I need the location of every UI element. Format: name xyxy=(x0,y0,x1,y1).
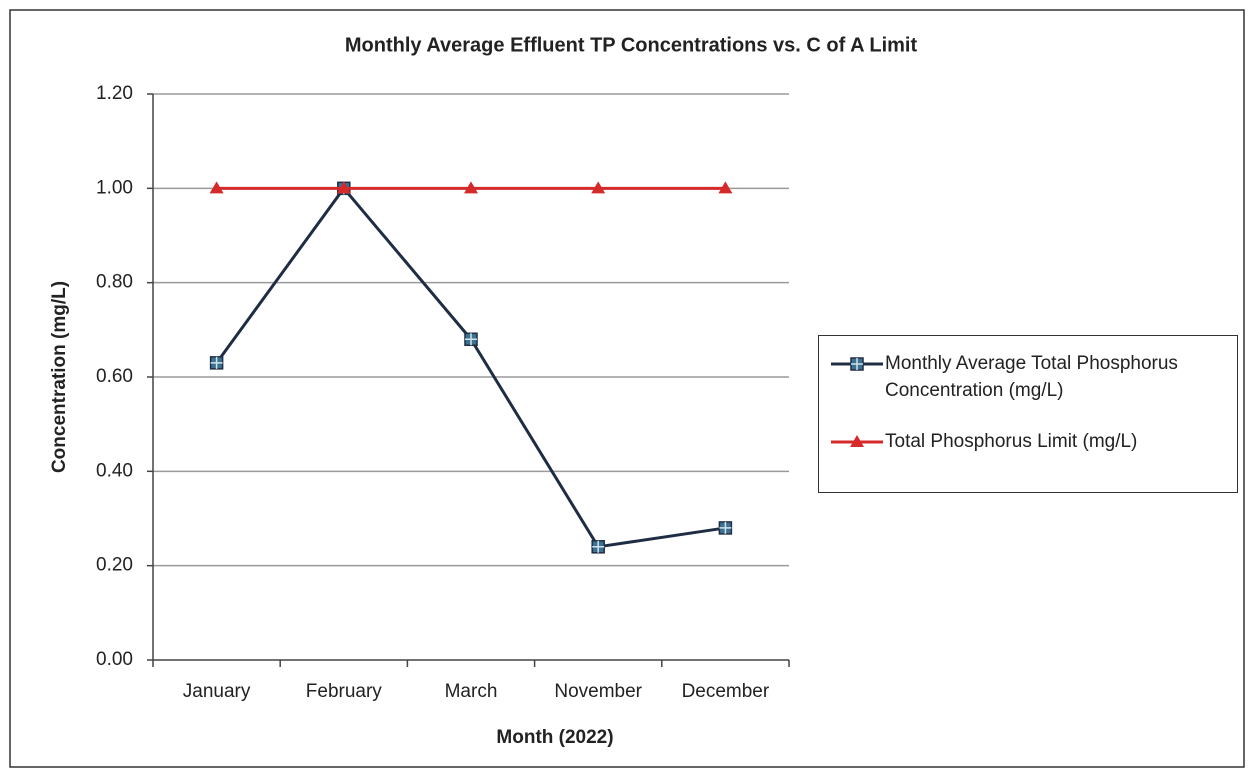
point-cross xyxy=(210,356,223,369)
point xyxy=(336,181,351,194)
legend-entry: Total Phosphorus Limit (mg/L) xyxy=(829,428,1230,455)
point xyxy=(591,181,606,194)
legend-label: Monthly Average Total Phosphorus Concent… xyxy=(885,353,1178,401)
x-tick-label: January xyxy=(183,681,251,702)
point xyxy=(209,356,224,370)
legend-swatch xyxy=(831,435,883,447)
point xyxy=(209,181,224,194)
y-tick-label: 0.20 xyxy=(96,555,133,576)
x-tick-label: November xyxy=(554,681,642,702)
y-tick-label: 1.00 xyxy=(96,177,133,198)
y-tick-label: 1.20 xyxy=(96,83,133,104)
point xyxy=(718,521,733,535)
point xyxy=(464,332,478,347)
y-tick-label: 0.00 xyxy=(96,649,133,670)
legend-label: Total Phosphorus Limit (mg/L) xyxy=(885,431,1138,452)
point-cross xyxy=(719,521,732,534)
series-line xyxy=(215,185,726,549)
point-cross xyxy=(851,358,863,370)
point-cross xyxy=(592,540,605,553)
point-cross xyxy=(465,333,477,346)
y-tick-label: 0.40 xyxy=(96,460,133,481)
point xyxy=(718,181,733,194)
y-axis-label: Concentration (mg/L) xyxy=(49,281,70,473)
chart-title: Monthly Average Effluent TP Concentratio… xyxy=(345,34,918,56)
chart-frame xyxy=(9,9,1245,768)
legend-swatch xyxy=(831,357,883,371)
x-tick-label: December xyxy=(682,681,770,702)
x-tick-label: February xyxy=(306,681,383,702)
point xyxy=(850,435,864,447)
point xyxy=(591,540,605,554)
legend: Monthly Average Total Phosphorus Concent… xyxy=(818,335,1238,493)
x-tick-label: March xyxy=(445,681,498,702)
y-tick-label: 0.60 xyxy=(96,366,133,387)
y-tick-label: 0.80 xyxy=(96,272,133,293)
point xyxy=(464,181,478,194)
x-axis-label: Month (2022) xyxy=(496,727,613,748)
point xyxy=(850,357,864,371)
legend-entry: Monthly Average Total Phosphorus Concent… xyxy=(829,350,1230,404)
